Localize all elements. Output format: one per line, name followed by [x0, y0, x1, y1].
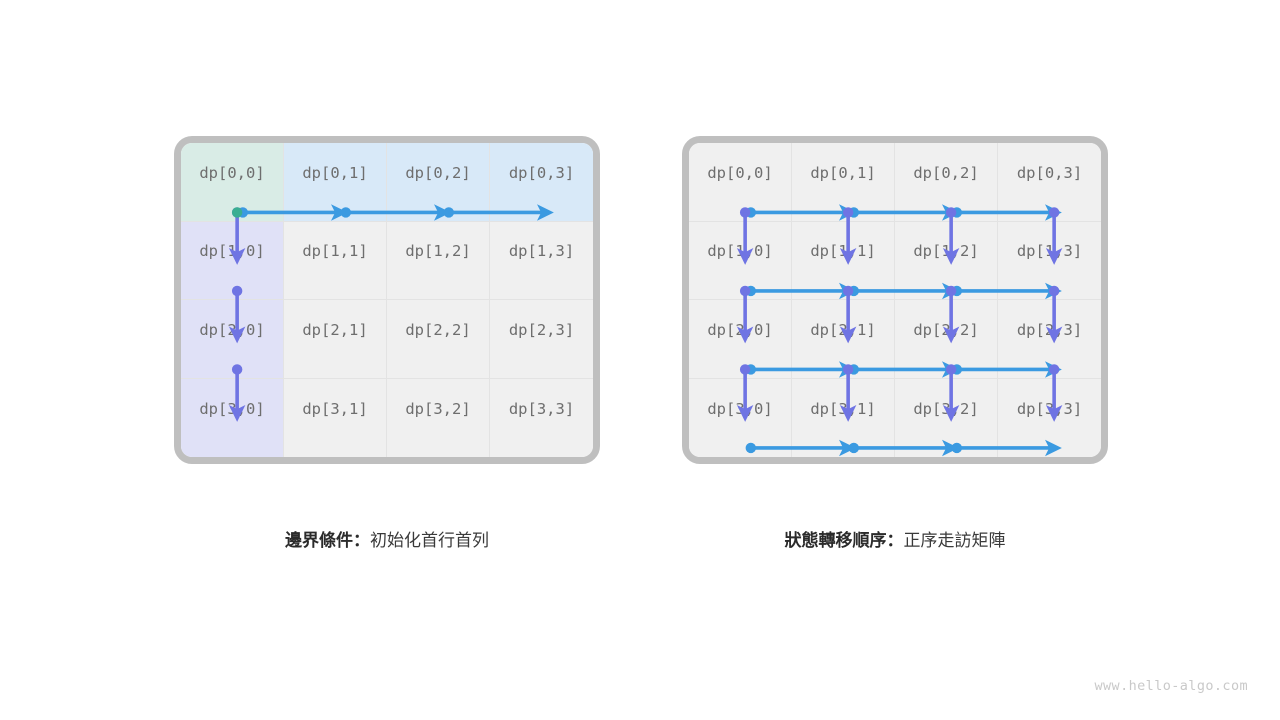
dp-cell-1-2: dp[1,2]: [387, 221, 490, 300]
dp-cell-3-3: dp[3,3]: [490, 378, 593, 457]
dp-cell-0-1: dp[0,1]: [792, 143, 895, 222]
dp-cell-3-1: dp[3,1]: [792, 378, 895, 457]
dp-cell-label: dp[0,3]: [508, 163, 575, 182]
dp-cell-2-2: dp[2,2]: [387, 300, 490, 379]
dp-cell-label: dp[3,3]: [508, 399, 575, 418]
dp-cell-2-0: dp[2,0]: [689, 300, 792, 379]
dp-cell-3-1: dp[3,1]: [284, 378, 387, 457]
dp-cell-3-0: dp[3,0]: [689, 378, 792, 457]
dp-cell-label: dp[0,3]: [1016, 163, 1083, 182]
dp-cell-3-2: dp[3,2]: [387, 378, 490, 457]
dp-cell-label: dp[3,3]: [1016, 399, 1083, 418]
dp-cell-1-0: dp[1,0]: [181, 221, 284, 300]
dp-cell-1-1: dp[1,1]: [284, 221, 387, 300]
dp-cell-3-2: dp[3,2]: [895, 378, 998, 457]
dp-cell-label: dp[2,1]: [302, 320, 368, 339]
dp-cell-label: dp[0,1]: [810, 163, 876, 182]
dp-cell-3-3: dp[3,3]: [998, 378, 1101, 457]
dp-cell-label: dp[3,1]: [810, 399, 876, 418]
dp-cell-0-1: dp[0,1]: [284, 143, 387, 222]
dp-cell-label: dp[0,2]: [405, 163, 471, 182]
dp-cell-label: dp[1,2]: [405, 242, 471, 261]
dp-cell-1-3: dp[1,3]: [490, 221, 593, 300]
dp-cell-2-0: dp[2,0]: [181, 300, 284, 379]
dp-cell-1-3: dp[1,3]: [998, 221, 1101, 300]
dp-cell-label: dp[0,0]: [199, 163, 265, 182]
dp-cell-0-3: dp[0,3]: [490, 143, 593, 222]
diagram-state-transition-order: dp[0,0] dp[0,1] dp[0,2] dp[0,3] dp[1,0] dp[1,…: [682, 136, 1108, 464]
dp-cell-label: dp[3,0]: [199, 399, 265, 418]
dp-cell-label: dp[3,2]: [913, 399, 979, 418]
dp-cell-label: dp[2,2]: [405, 320, 471, 339]
dp-cell-label: dp[2,3]: [508, 320, 575, 339]
dp-cell-label: dp[2,2]: [913, 320, 979, 339]
dp-cell-1-2: dp[1,2]: [895, 221, 998, 300]
dp-cell-2-3: dp[2,3]: [998, 300, 1101, 379]
dp-cell-2-3: dp[2,3]: [490, 300, 593, 379]
caption-label: 邊界條件：: [285, 531, 370, 551]
dp-cell-2-2: dp[2,2]: [895, 300, 998, 379]
dp-cell-label: dp[0,1]: [302, 163, 368, 182]
dp-cell-label: dp[1,3]: [508, 242, 575, 261]
dp-cell-0-3: dp[0,3]: [998, 143, 1101, 222]
dp-table-grid: dp[0,0] dp[0,1] dp[0,2] dp[0,3] dp[1,0] dp[1,…: [181, 143, 593, 457]
dp-cell-0-0: dp[0,0]: [181, 143, 284, 222]
dp-cell-label: dp[1,3]: [1016, 242, 1083, 261]
site-watermark: www.hello-algo.com: [1094, 678, 1248, 694]
dp-cell-label: dp[2,1]: [810, 320, 876, 339]
dp-cell-label: dp[1,1]: [810, 242, 876, 261]
dp-cell-0-2: dp[0,2]: [895, 143, 998, 222]
dp-cell-label: dp[3,0]: [707, 399, 773, 418]
caption-state-transition-order: 狀態轉移順序：正序走訪矩陣: [682, 526, 1108, 551]
caption-boundary-conditions: 邊界條件：初始化首行首列: [174, 526, 600, 551]
caption-label: 狀態轉移順序：: [784, 531, 904, 551]
dp-cell-label: dp[3,2]: [405, 399, 471, 418]
dp-cell-label: dp[1,2]: [913, 242, 979, 261]
dp-cell-label: dp[3,1]: [302, 399, 368, 418]
dp-cell-label: dp[2,3]: [1016, 320, 1083, 339]
dp-table-grid: dp[0,0] dp[0,1] dp[0,2] dp[0,3] dp[1,0] dp[1,…: [689, 143, 1101, 457]
dp-cell-label: dp[0,0]: [707, 163, 773, 182]
dp-cell-label: dp[2,0]: [199, 320, 265, 339]
dp-cell-label: dp[1,0]: [199, 242, 265, 261]
dp-cell-0-0: dp[0,0]: [689, 143, 792, 222]
dp-cell-2-1: dp[2,1]: [284, 300, 387, 379]
diagram-boundary-conditions: dp[0,0] dp[0,1] dp[0,2] dp[0,3] dp[1,0] dp[1,…: [174, 136, 600, 464]
caption-value: 正序走訪矩陣: [903, 531, 1006, 551]
dp-cell-0-2: dp[0,2]: [387, 143, 490, 222]
dp-cell-label: dp[0,2]: [913, 163, 979, 182]
dp-cell-1-0: dp[1,0]: [689, 221, 792, 300]
dp-cell-label: dp[2,0]: [707, 320, 773, 339]
dp-cell-label: dp[1,1]: [302, 242, 368, 261]
dp-cell-1-1: dp[1,1]: [792, 221, 895, 300]
caption-value: 初始化首行首列: [370, 531, 489, 551]
dp-cell-3-0: dp[3,0]: [181, 378, 284, 457]
dp-cell-label: dp[1,0]: [707, 242, 773, 261]
dp-cell-2-1: dp[2,1]: [792, 300, 895, 379]
